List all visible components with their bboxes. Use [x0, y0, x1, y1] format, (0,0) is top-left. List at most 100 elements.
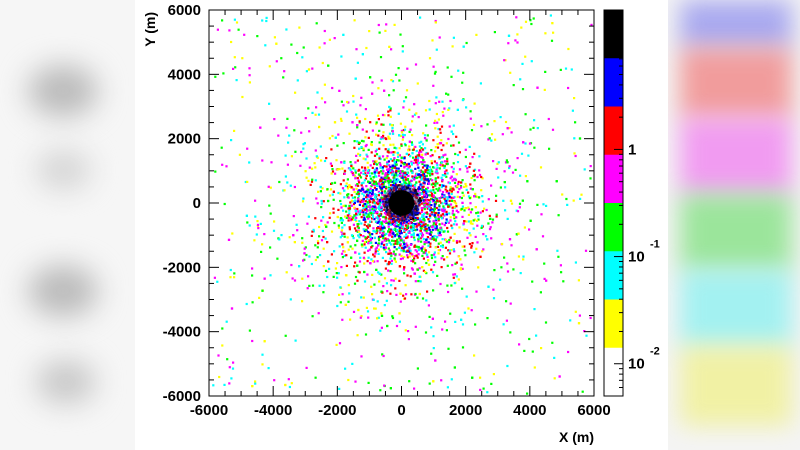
data-cell — [419, 199, 422, 202]
data-cell — [360, 199, 363, 202]
data-cell — [368, 199, 371, 202]
data-cell — [427, 169, 430, 172]
data-cell — [475, 195, 478, 198]
data-cell — [447, 204, 450, 207]
data-cell — [419, 174, 423, 177]
data-cell — [398, 180, 402, 183]
data-cell — [390, 230, 393, 233]
data-cell — [446, 226, 449, 230]
y-axis-title: Y (m) — [142, 12, 158, 47]
data-cell — [412, 148, 415, 151]
data-cell — [529, 219, 532, 222]
data-cell — [334, 267, 337, 270]
data-cell — [360, 171, 363, 174]
data-cell — [420, 240, 423, 243]
data-cell — [375, 188, 378, 191]
data-cell — [506, 127, 509, 130]
data-cell — [383, 239, 386, 242]
data-cell — [473, 102, 476, 105]
data-cell — [436, 163, 439, 167]
data-cell — [348, 226, 351, 229]
data-cell — [361, 166, 364, 169]
data-cell — [567, 350, 570, 354]
data-cell — [544, 70, 547, 73]
data-cell — [458, 226, 461, 229]
data-cell — [338, 387, 341, 390]
data-cell — [420, 150, 423, 153]
data-cell — [489, 226, 492, 229]
data-cell — [387, 135, 390, 138]
data-cell — [415, 254, 418, 257]
data-cell — [403, 181, 406, 184]
data-cell — [331, 170, 335, 173]
data-cell — [425, 151, 428, 155]
colorbar-band — [604, 347, 623, 397]
data-cell — [411, 176, 414, 180]
data-cell — [348, 204, 351, 207]
data-cell — [371, 92, 374, 95]
data-cell — [390, 284, 393, 287]
data-cell — [433, 121, 436, 124]
data-cell — [339, 117, 343, 120]
data-cell — [334, 172, 337, 175]
data-cell — [387, 262, 390, 266]
data-cell — [421, 148, 424, 151]
data-cell — [368, 209, 371, 212]
data-cell — [285, 271, 288, 274]
data-cell — [424, 147, 427, 150]
data-cell — [245, 302, 248, 306]
data-cell — [441, 255, 444, 258]
data-cell — [397, 214, 400, 217]
data-cell — [446, 284, 449, 287]
data-cell — [395, 147, 398, 150]
data-cell — [429, 209, 432, 212]
data-cell — [380, 290, 383, 293]
data-cell — [375, 121, 378, 124]
data-cell — [421, 153, 424, 156]
data-cell — [430, 149, 433, 152]
data-cell — [402, 241, 405, 244]
data-cell — [388, 228, 391, 231]
data-cell — [567, 86, 570, 90]
data-cell — [361, 244, 364, 247]
data-cell — [353, 140, 356, 143]
data-cell — [430, 231, 433, 234]
data-cell — [419, 16, 422, 19]
data-cell — [452, 200, 455, 203]
data-cell — [362, 235, 365, 238]
data-cell — [432, 263, 436, 267]
data-cell — [407, 166, 410, 169]
data-cell — [382, 237, 385, 240]
data-cell — [369, 177, 372, 180]
data-cell — [350, 186, 353, 189]
data-cell — [442, 230, 445, 233]
data-cell — [381, 205, 384, 208]
data-cell — [516, 210, 520, 213]
data-cell — [256, 223, 260, 226]
data-cell — [435, 96, 438, 99]
data-cell — [430, 326, 433, 329]
data-cell — [326, 221, 329, 224]
data-cell — [340, 206, 343, 209]
data-cell — [356, 140, 359, 143]
data-cell — [517, 255, 520, 258]
data-cell — [455, 209, 458, 212]
data-cell — [399, 222, 402, 225]
data-cell — [422, 257, 425, 260]
data-cell — [363, 218, 366, 221]
data-cell — [272, 229, 276, 232]
data-cell — [443, 107, 446, 110]
data-cell — [452, 132, 455, 136]
data-cell — [409, 216, 412, 219]
data-cell — [375, 169, 378, 172]
data-cell — [362, 203, 366, 206]
data-cell — [367, 205, 370, 208]
data-cell — [461, 81, 464, 84]
data-cell — [493, 31, 496, 34]
data-cell — [391, 167, 394, 170]
data-cell — [419, 200, 422, 204]
data-cell — [314, 376, 317, 379]
data-cell — [410, 160, 413, 163]
data-cell — [268, 204, 271, 207]
data-cell — [412, 215, 415, 218]
